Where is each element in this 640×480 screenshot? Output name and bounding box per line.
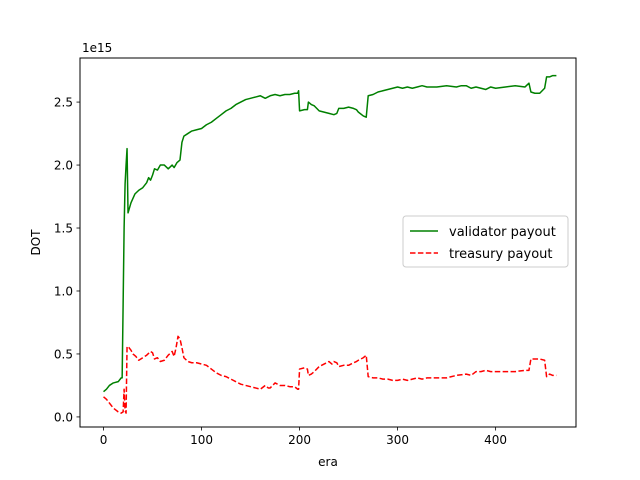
x-tick-label: 200	[288, 433, 311, 447]
legend-label-treasury: treasury payout	[449, 247, 553, 262]
x-tick-label: 0	[100, 433, 108, 447]
y-tick-label: 2.5	[54, 96, 73, 110]
y-tick-label: 0.5	[54, 347, 73, 361]
x-axis: 0 100 200 300 400	[100, 427, 507, 447]
plot-lines	[103, 74, 557, 414]
y-axis-label: DOT	[29, 229, 43, 256]
plot-frame	[79, 57, 577, 428]
x-tick-label: 100	[190, 433, 213, 447]
legend-label-validator: validator payout	[449, 225, 556, 240]
y-axis: 0.0 0.5 1.0 1.5 2.0 2.5	[54, 96, 80, 424]
x-tick-label: 300	[386, 433, 409, 447]
legend-box	[402, 215, 569, 268]
y-tick-label: 2.0	[54, 159, 73, 173]
y-offset-label: 1e15	[82, 41, 112, 55]
legend: validator payout treasury payout	[402, 215, 569, 268]
x-tick-label: 400	[484, 433, 507, 447]
series-line-treasury-payout	[103, 335, 557, 414]
y-tick-label: 1.5	[54, 222, 73, 236]
x-axis-label: era	[318, 455, 338, 469]
series-line-validator-payout	[103, 74, 557, 393]
y-tick-label: 0.0	[54, 410, 73, 424]
y-tick-label: 1.0	[54, 284, 73, 298]
